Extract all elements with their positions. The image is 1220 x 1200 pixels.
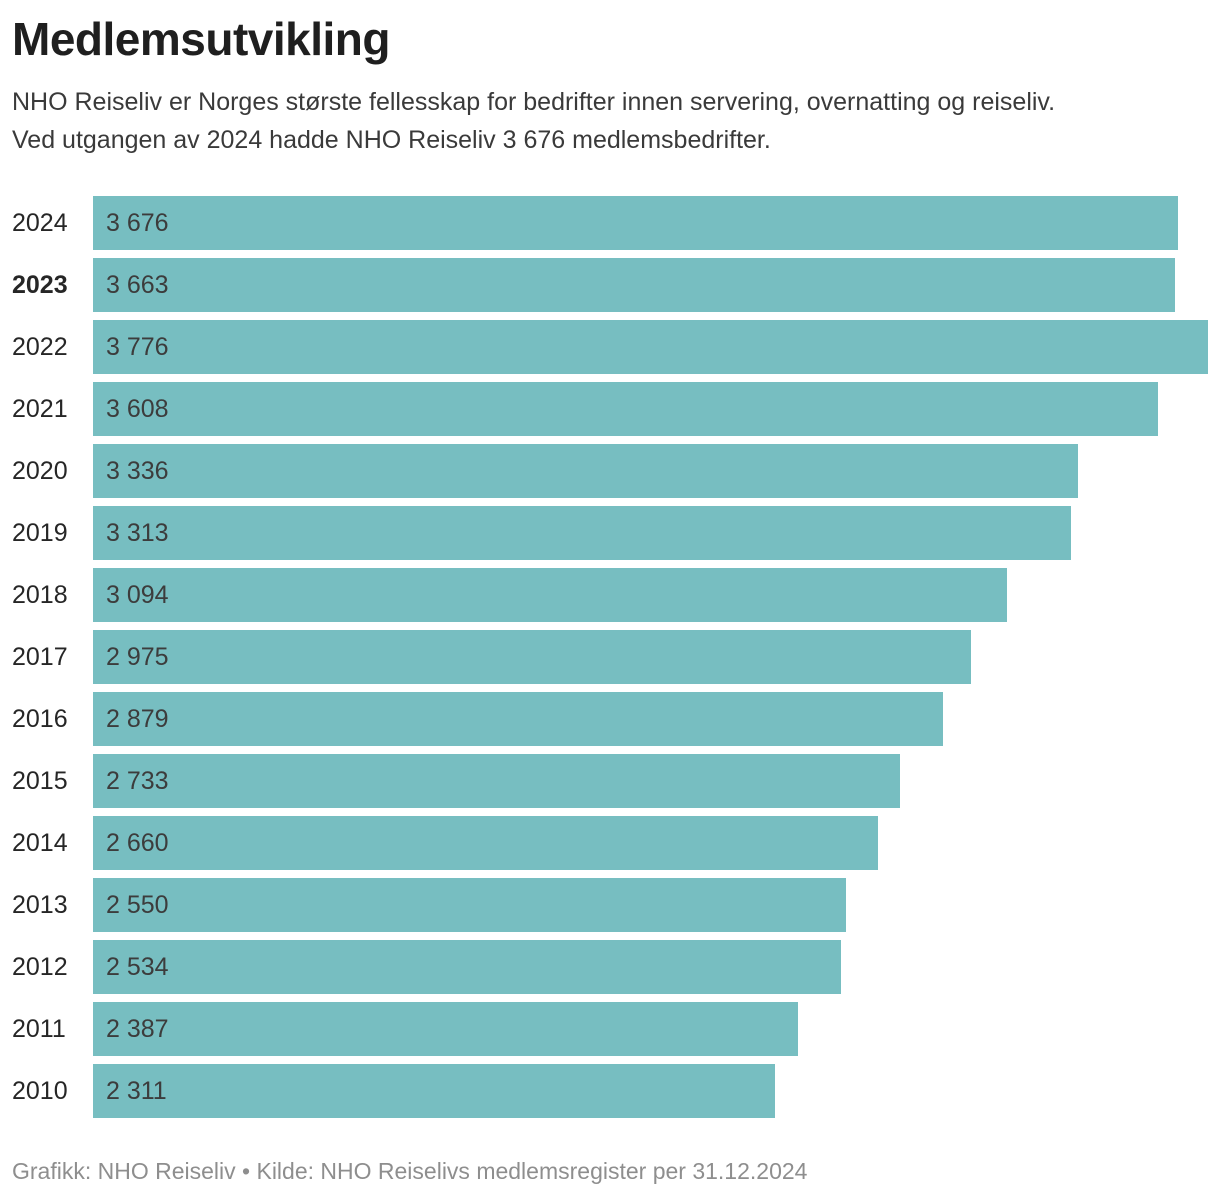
bar-track: 2 311 [93,1064,1208,1118]
bar-value-label: 2 550 [106,890,169,919]
bar: 2 550 [93,878,846,932]
bar-value-label: 2 879 [106,704,169,733]
bar-value-label: 2 387 [106,1014,169,1043]
bar-value-label: 3 676 [106,208,169,237]
year-label: 2011 [12,1014,66,1043]
bar: 2 311 [93,1064,776,1118]
bar-track: 2 387 [93,1002,1208,1056]
bar-value-label: 3 336 [106,456,169,485]
bar-row: 2019 3 313 [12,506,1208,560]
bar-value-label: 3 313 [106,518,169,547]
bar: 3 313 [93,506,1072,560]
bar-row: 2022 3 776 [12,320,1208,374]
bar-value-label: 3 094 [106,580,169,609]
bar-track: 2 550 [93,878,1208,932]
subtitle: NHO Reiseliv er Norges største fellesska… [12,83,1208,159]
bar-track: 3 663 [93,258,1208,312]
bar-value-label: 2 311 [106,1076,167,1105]
bar: 2 534 [93,940,842,994]
year-label: 2021 [12,394,68,423]
bar-value-label: 2 660 [106,828,169,857]
bar: 2 733 [93,754,901,808]
bar-value-label: 3 663 [106,270,169,299]
year-label: 2012 [12,952,68,981]
bar-value-label: 2 733 [106,766,169,795]
bar-track: 3 608 [93,382,1208,436]
bar: 3 663 [93,258,1175,312]
bar-row: 2013 2 550 [12,878,1208,932]
subtitle-line-2: Ved utgangen av 2024 hadde NHO Reiseliv … [12,126,771,155]
bar-value-label: 2 534 [106,952,169,981]
year-label: 2020 [12,456,68,485]
bar-row: 2017 2 975 [12,630,1208,684]
year-label: 2024 [12,208,68,237]
year-label: 2010 [12,1076,68,1105]
bar-track: 2 975 [93,630,1208,684]
bar-row: 2012 2 534 [12,940,1208,994]
year-label: 2019 [12,518,68,547]
bar: 2 879 [93,692,944,746]
year-label: 2022 [12,332,68,361]
bar-track: 2 534 [93,940,1208,994]
year-label: 2017 [12,642,68,671]
subtitle-line-1: NHO Reiseliv er Norges største fellesska… [12,88,1056,117]
bar: 3 608 [93,382,1159,436]
bar-track: 3 313 [93,506,1208,560]
bar-row: 2021 3 608 [12,382,1208,436]
year-label: 2014 [12,828,68,857]
bar-value-label: 3 608 [106,394,169,423]
bar-row: 2010 2 311 [12,1064,1208,1118]
bar-row: 2023 3 663 [12,258,1208,312]
year-label: 2015 [12,766,68,795]
bar-row: 2016 2 879 [12,692,1208,746]
bar-row: 2011 2 387 [12,1002,1208,1056]
bar-value-label: 3 776 [106,332,169,361]
bar: 2 660 [93,816,879,870]
bar: 3 676 [93,196,1179,250]
bar-row: 2015 2 733 [12,754,1208,808]
bar-chart: 2024 3 676 2023 3 663 2022 3 776 2021 3 … [12,196,1208,1126]
bar-track: 3 336 [93,444,1208,498]
bar-row: 2024 3 676 [12,196,1208,250]
year-label: 2023 [12,270,68,299]
bar: 3 094 [93,568,1007,622]
bar-track: 2 733 [93,754,1208,808]
year-label: 2016 [12,704,68,733]
bar-row: 2014 2 660 [12,816,1208,870]
bar-track: 3 676 [93,196,1208,250]
bar: 3 776 [93,320,1208,374]
year-label: 2018 [12,580,68,609]
bar-row: 2020 3 336 [12,444,1208,498]
source-credit: Grafikk: NHO Reiseliv • Kilde: NHO Reise… [12,1158,808,1184]
bar-track: 2 660 [93,816,1208,870]
bar-track: 2 879 [93,692,1208,746]
bar-row: 2018 3 094 [12,568,1208,622]
page-title: Medlemsutvikling [12,13,390,65]
year-label: 2013 [12,890,68,919]
bar: 3 336 [93,444,1079,498]
bar: 2 387 [93,1002,798,1056]
bar-track: 3 776 [93,320,1208,374]
bar-value-label: 2 975 [106,642,169,671]
bar-track: 3 094 [93,568,1208,622]
bar: 2 975 [93,630,972,684]
